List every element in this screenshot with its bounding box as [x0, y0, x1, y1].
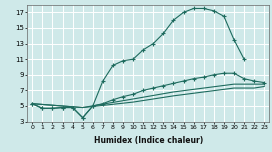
X-axis label: Humidex (Indice chaleur): Humidex (Indice chaleur): [94, 136, 203, 145]
